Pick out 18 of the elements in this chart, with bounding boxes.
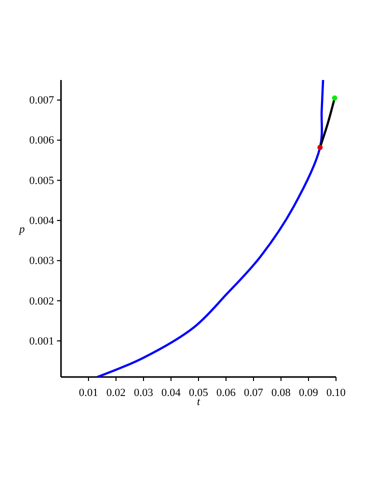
y-tick-label: 0.005 — [29, 174, 54, 187]
y-tick-label: 0.003 — [29, 255, 54, 268]
y-axis-title: p — [18, 224, 26, 236]
x-tick-label: 0.06 — [216, 387, 236, 400]
y-tick-label: 0.002 — [29, 295, 54, 308]
x-tick-label: 0.08 — [271, 387, 292, 400]
x-tick-label: 0.09 — [298, 387, 319, 400]
x-tick-label: 0.07 — [244, 387, 264, 400]
x-tick-label: 0.10 — [326, 387, 346, 400]
line-series — [96, 79, 324, 377]
x-tick-label: 0.01 — [78, 387, 98, 400]
x-tick-label: 0.04 — [161, 387, 182, 400]
y-tick-label: 0.004 — [29, 214, 54, 227]
x-tick-label: 0.02 — [106, 387, 126, 400]
x-tick-label: 0.03 — [134, 387, 154, 400]
y-tick-label: 0.006 — [29, 134, 54, 147]
y-tick-label: 0.007 — [29, 94, 54, 107]
y-tick-label: 0.001 — [29, 335, 54, 348]
